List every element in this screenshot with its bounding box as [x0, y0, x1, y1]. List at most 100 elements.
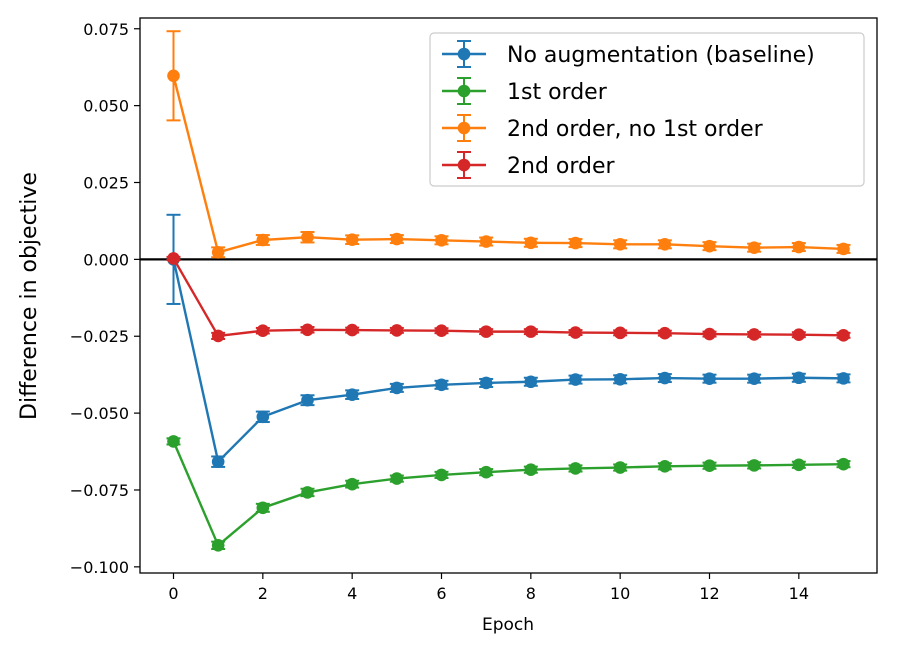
data-point [345, 323, 359, 337]
data-point [524, 463, 538, 476]
x-tick-label: 0 [168, 584, 178, 603]
y-tick-label: −0.075 [70, 481, 129, 500]
data-point [435, 234, 448, 247]
series-line [172, 440, 844, 547]
x-tick-label: 6 [436, 584, 446, 603]
data-point [256, 501, 270, 515]
y-tick-label: −0.025 [70, 327, 129, 346]
legend-label: 2nd order, no 1st order [507, 117, 764, 142]
data-point [301, 486, 314, 499]
data-point [211, 245, 225, 259]
series-line [172, 257, 844, 338]
data-point [390, 381, 404, 395]
legend-marker [457, 158, 471, 172]
y-tick-label: −0.100 [70, 558, 129, 577]
data-point [211, 539, 225, 552]
series-1 [166, 213, 851, 468]
data-point [167, 69, 180, 83]
series-line [172, 259, 844, 463]
y-tick-label: 0.025 [83, 174, 129, 193]
legend-marker [457, 84, 471, 98]
data-point [747, 459, 761, 472]
y-tick-label: 0.075 [83, 20, 129, 39]
data-point [301, 230, 314, 244]
legend-entry: 1st order [442, 77, 608, 105]
legend-label: 1st order [507, 80, 608, 105]
data-point [524, 375, 538, 389]
data-point [479, 325, 493, 338]
data-point [479, 376, 493, 390]
series-3 [166, 30, 851, 259]
legend-entry: 2nd order, no 1st order [442, 114, 764, 142]
legend-entry: 2nd order [442, 151, 616, 179]
data-point [569, 462, 582, 475]
data-point [569, 236, 582, 250]
data-point [703, 372, 716, 385]
data-point [211, 455, 225, 468]
series-line [172, 75, 844, 254]
legend-marker [457, 47, 471, 61]
x-tick-label: 8 [526, 584, 536, 603]
data-point [345, 388, 359, 401]
data-point [301, 323, 314, 337]
data-point [837, 457, 850, 471]
data-point [256, 410, 270, 424]
data-point [435, 378, 448, 392]
y-axis-title: Difference in objective [17, 172, 42, 420]
data-point [167, 252, 180, 265]
data-point [435, 468, 448, 482]
data-point [837, 242, 850, 256]
data-point [613, 372, 627, 386]
y-tick-label: −0.050 [70, 404, 129, 423]
data-point [569, 326, 582, 339]
legend-entry: No augmentation (baseline) [442, 40, 815, 68]
data-point [747, 241, 761, 254]
data-point [345, 477, 359, 491]
data-point [613, 326, 627, 340]
series-2 [166, 435, 851, 552]
data-point [211, 329, 225, 343]
data-point [792, 328, 806, 342]
data-point [479, 235, 493, 248]
data-point [703, 239, 716, 253]
data-point [792, 240, 806, 254]
data-point [747, 372, 761, 385]
data-point [390, 324, 404, 337]
data-point [390, 472, 404, 485]
x-tick-label: 2 [258, 584, 268, 603]
y-tick-label: 0.050 [83, 97, 129, 116]
data-point [435, 324, 448, 338]
series-4 [166, 252, 851, 343]
data-point [658, 326, 672, 340]
legend-label: 2nd order [507, 154, 616, 179]
data-point [524, 325, 538, 338]
data-point [703, 459, 716, 472]
y-tick-label: 0.000 [83, 250, 129, 269]
plot-content [140, 30, 877, 552]
data-point [747, 328, 761, 341]
data-point [703, 327, 716, 341]
x-tick-label: 14 [789, 584, 809, 603]
axes: 0 2 4 6 8 10 12 14 0.075 0.050 0.025 0.000 −0.025 −0.… [70, 17, 878, 603]
data-point [658, 238, 672, 251]
data-point [256, 233, 270, 247]
plot-frame [139, 17, 878, 574]
data-point [301, 393, 314, 407]
legend-box [429, 32, 865, 187]
data-point [345, 233, 359, 246]
data-point [613, 461, 627, 474]
data-point [524, 236, 538, 250]
data-point [256, 324, 270, 338]
data-point [837, 372, 850, 385]
data-point [837, 329, 850, 342]
data-point [658, 371, 672, 385]
data-point [569, 373, 582, 386]
data-point [613, 238, 627, 251]
data-point [792, 371, 806, 385]
x-tick-label: 4 [347, 584, 357, 603]
x-tick-label: 12 [699, 584, 719, 603]
legend-marker [457, 121, 471, 135]
x-tick-label: 10 [610, 584, 630, 603]
data-point [390, 232, 404, 246]
